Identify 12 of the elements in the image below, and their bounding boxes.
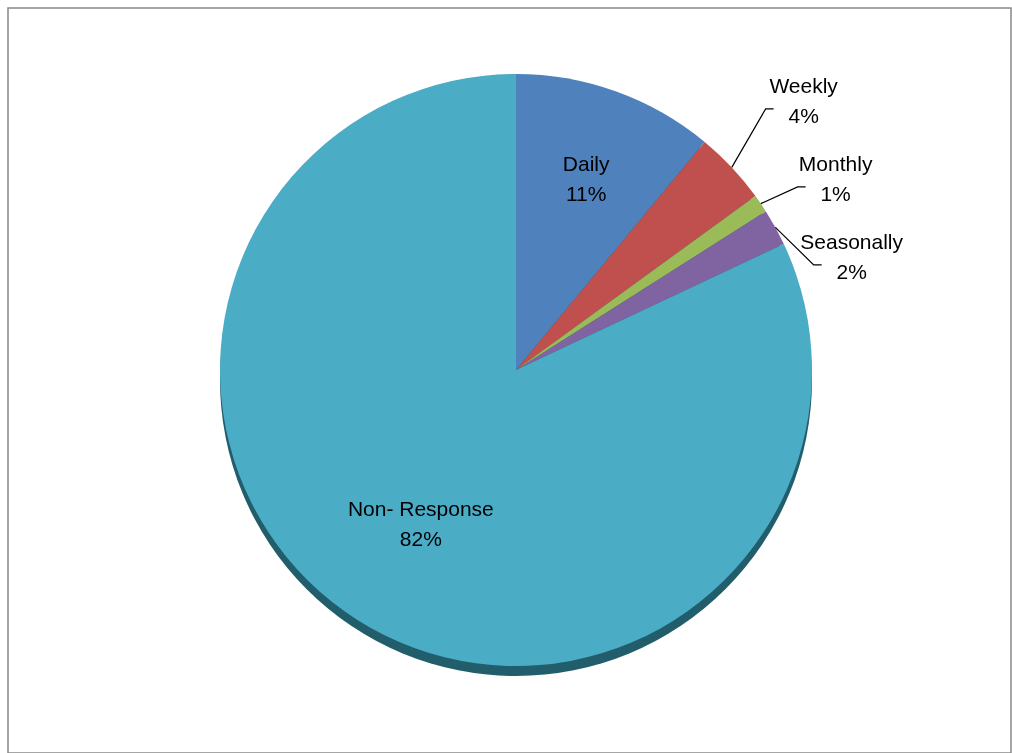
slice-label: Weekly <box>769 73 839 97</box>
slice-label: Daily <box>562 152 611 176</box>
data-label: 4% <box>788 103 819 127</box>
slice-label: Seasonally <box>800 229 904 253</box>
slice-label: Monthly <box>798 151 873 175</box>
pie-slice <box>516 74 705 370</box>
data-label: 2% <box>836 259 867 283</box>
pie-slice <box>516 141 756 370</box>
data-label: 1% <box>820 181 851 205</box>
data-label: 82% <box>399 526 442 550</box>
data-label: 11% <box>565 182 607 206</box>
slice-label: Non- Response <box>347 496 494 520</box>
